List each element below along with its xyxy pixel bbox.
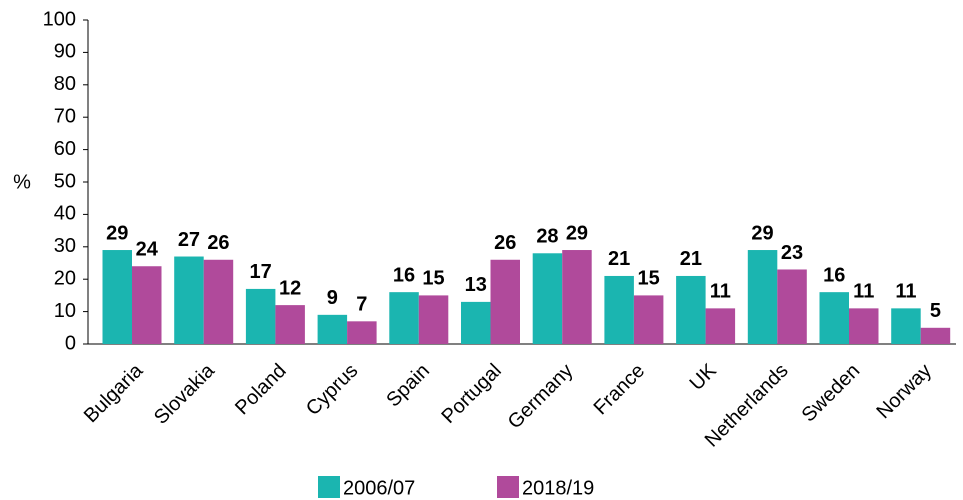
bar [676,275,706,344]
bar [920,327,951,344]
value-label: 17 [250,261,272,283]
legend-label: 2006/07 [343,477,415,499]
bar [174,256,204,344]
bar [604,275,634,344]
bar [317,314,348,344]
x-tick-label: Sweden [798,360,865,427]
bar [849,308,879,344]
y-tick-label: 50 [54,170,76,192]
value-label: 11 [710,281,731,303]
y-tick-label: 80 [54,73,76,95]
y-tick-label: 30 [54,235,76,257]
y-tick-label: 100 [43,8,76,30]
x-tick-label: Slovakia [150,359,220,429]
y-tick-label: 20 [54,267,76,289]
value-label: 13 [465,274,487,296]
bar [532,253,563,344]
bar [389,292,419,344]
y-tick-label: 90 [54,41,76,63]
value-label: 28 [536,226,558,248]
x-tick-label: Bulgaria [80,359,148,427]
value-label: 16 [823,264,845,286]
bar [102,250,132,344]
value-label: 15 [422,268,444,290]
value-label: 16 [393,264,415,286]
value-label: 29 [751,222,773,244]
bar [747,250,778,344]
value-label: 5 [930,300,941,322]
value-label: 29 [566,222,588,244]
y-tick-label: 70 [54,105,76,127]
bar [633,295,664,344]
value-label: 21 [680,248,702,270]
x-tick-label: Spain [382,360,434,412]
bar [347,321,377,344]
y-tick-label: 10 [54,300,76,322]
x-tick-label: Portugal [438,360,506,428]
legend-swatch [318,476,340,498]
value-label: 11 [853,281,874,303]
bar [245,288,276,344]
value-label: 9 [327,287,338,309]
bar [777,269,807,344]
value-label: 15 [638,268,660,290]
bar [461,301,491,344]
x-tick-label: Germany [504,360,578,434]
value-label: 23 [781,242,803,264]
x-tick-label: Norway [872,360,935,423]
y-axis-label: % [13,171,31,193]
bar [490,259,520,344]
bar [418,295,449,344]
value-label: 27 [178,229,200,251]
bar [132,266,162,344]
value-label: 12 [279,277,301,299]
y-tick-label: 60 [54,138,76,160]
bar [891,308,921,344]
x-tick-label: France [590,360,650,420]
legend-swatch [497,476,519,498]
bar [275,305,305,344]
value-label: 26 [207,232,229,254]
value-label: 7 [356,294,367,316]
value-label: 21 [608,248,630,270]
bar [819,292,849,344]
y-tick-label: 0 [65,332,76,354]
y-tick-label: 40 [54,203,76,225]
value-label: 11 [895,281,916,303]
x-tick-label: Cyprus [302,360,362,420]
x-tick-label: UK [686,359,722,395]
legend-label: 2018/19 [522,477,594,499]
value-label: 26 [494,232,516,254]
bar [203,259,234,344]
bar [562,250,592,344]
bar [705,308,736,344]
x-tick-label: Poland [231,360,291,420]
value-label: 29 [106,222,128,244]
value-label: 24 [136,239,159,261]
